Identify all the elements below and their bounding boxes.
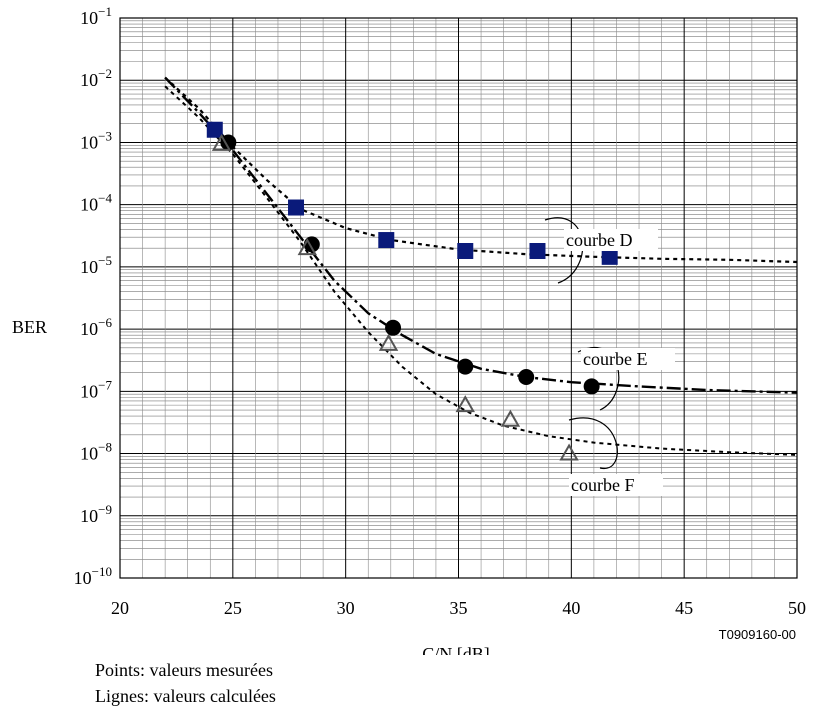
y-tick-label: 10−9 — [80, 502, 112, 526]
triangle-marker — [500, 409, 521, 427]
y-tick-label: 10−10 — [74, 564, 112, 588]
label-background — [569, 474, 663, 496]
triangle-marker — [297, 238, 318, 256]
circle-marker — [518, 368, 535, 385]
x-tick-label: 40 — [562, 598, 580, 618]
plot-frame — [119, 17, 798, 579]
y-tick-label: 10−3 — [80, 128, 112, 152]
label-brace — [568, 417, 618, 469]
y-tick-label: 10−2 — [80, 66, 112, 90]
figure-id: T0909160-00 — [719, 627, 796, 642]
curve-labels: courbe D courbe E courbe F — [544, 217, 675, 496]
y-tick-label: 10−5 — [80, 253, 112, 277]
circle-marker — [583, 378, 600, 395]
y-tick-label: 10−1 — [80, 4, 112, 28]
note-calculated: Lignes: valeurs calculées — [95, 686, 276, 706]
triangle-marker — [211, 133, 232, 151]
circle-marker — [385, 319, 402, 336]
y-tick-label: 10−7 — [80, 377, 112, 401]
y-tick-labels: 10−1 10−2 10−3 10−4 10−5 10−6 10−7 10−8 10−9 10−1… — [74, 4, 113, 588]
curve-label: courbe D — [566, 230, 632, 250]
triangle-marker — [559, 443, 579, 461]
x-tick-label: 30 — [337, 598, 355, 618]
label-background — [564, 229, 658, 251]
y-tick-label: 10−4 — [80, 191, 112, 215]
x-axis-label: C/N [dB] — [422, 644, 490, 655]
x-tick-label: 45 — [675, 598, 693, 618]
notes: Points: valeurs mesurées Lignes: valeurs… — [95, 657, 276, 709]
curve-line — [164, 85, 798, 456]
y-tick-label: 10−8 — [80, 440, 112, 464]
square-marker — [378, 232, 395, 249]
circle-marker — [220, 134, 237, 151]
x-tick-label: 35 — [450, 598, 468, 618]
grid — [119, 17, 798, 579]
markers — [206, 121, 618, 461]
circle-marker — [457, 358, 474, 375]
square-marker — [529, 243, 546, 260]
square-marker — [288, 199, 305, 216]
square-marker — [206, 121, 223, 138]
label-background — [581, 348, 675, 370]
triangle-marker — [378, 333, 399, 351]
square-marker — [457, 243, 474, 260]
y-axis-label: BER — [12, 317, 47, 337]
x-tick-label: 25 — [224, 598, 242, 618]
curve-label: courbe E — [583, 349, 647, 369]
curve-line — [164, 76, 798, 394]
square-marker — [601, 248, 618, 265]
triangle-marker — [455, 395, 475, 413]
x-tick-label: 50 — [788, 598, 806, 618]
y-tick-label: 10−6 — [80, 315, 112, 339]
curve-label: courbe F — [571, 475, 634, 495]
x-tick-labels: 20 25 30 35 40 45 50 — [111, 598, 806, 618]
note-measured: Points: valeurs mesurées — [95, 660, 273, 680]
x-tick-label: 20 — [111, 598, 129, 618]
